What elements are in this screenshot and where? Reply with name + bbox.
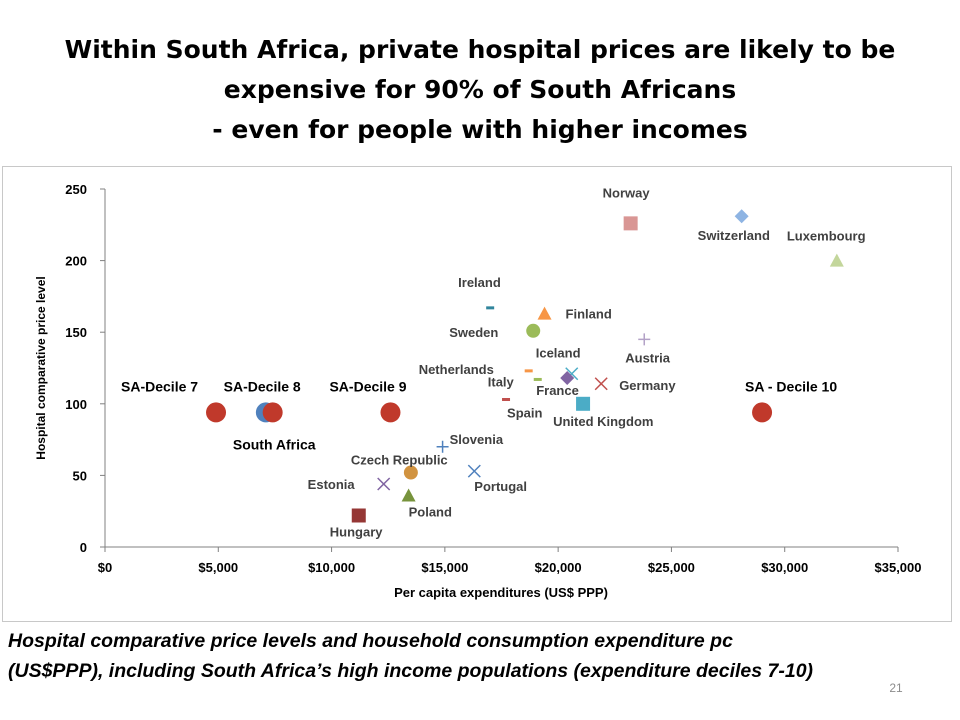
point-hungary	[351, 508, 366, 523]
title-line-1: Within South Africa, private hospital pr…	[64, 35, 896, 64]
point-switzerland	[734, 209, 749, 224]
point-germany-b	[594, 377, 608, 391]
label-poland: Poland	[409, 504, 452, 519]
label-estonia: Estonia	[308, 477, 356, 492]
label-italy: Italy	[488, 374, 515, 389]
slide-title: Within South Africa, private hospital pr…	[0, 30, 960, 150]
label-netherlands: Netherlands	[419, 362, 494, 377]
point-netherlands	[524, 369, 533, 373]
point-ireland	[486, 306, 495, 310]
label-portugal: Portugal	[474, 479, 527, 494]
point-poland	[401, 488, 416, 502]
point-portugal	[467, 464, 481, 478]
y-tick-label: 0	[80, 540, 87, 555]
label-iceland: Iceland	[536, 346, 581, 361]
point-finland	[537, 306, 552, 320]
label-united-kingdom: United Kingdom	[553, 414, 653, 429]
label-finland: Finland	[566, 307, 612, 322]
point-sweden	[526, 323, 541, 338]
point-italy	[533, 377, 542, 381]
x-tick-label: $10,000	[308, 560, 355, 575]
label-sa-decile-10: SA - Decile 10	[745, 378, 837, 394]
label-sa-decile-7: SA-Decile 7	[121, 378, 198, 394]
point-norway	[623, 216, 638, 231]
point-sa-decile-9	[380, 402, 401, 423]
point-portugal-b	[467, 464, 481, 478]
chart-caption: Hospital comparative price levels and ho…	[8, 626, 958, 686]
label-slovenia: Slovenia	[450, 432, 504, 447]
data-points	[206, 209, 844, 523]
y-tick-label: 150	[65, 325, 87, 340]
point-germany	[594, 377, 608, 391]
point-labels: Norway Switzerland Luxembourg Ireland Finlan…	[121, 185, 866, 539]
label-sa-decile-9: SA-Decile 9	[329, 378, 406, 394]
x-tick-label: $5,000	[198, 560, 238, 575]
label-hungary: Hungary	[330, 524, 384, 539]
point-sa-decile-7	[206, 402, 227, 423]
x-tick-label: $0	[98, 560, 112, 575]
y-tick-label: 100	[65, 397, 87, 412]
point-austria	[638, 333, 651, 346]
label-switzerland: Switzerland	[698, 228, 770, 243]
point-estonia	[377, 477, 391, 491]
point-luxembourg	[829, 253, 844, 267]
tick-labels: $0 $5,000 $10,000 $15,000 $20,000 $25,000 $30,…	[65, 182, 921, 575]
label-sa-decile-8: SA-Decile 8	[224, 378, 301, 394]
label-ireland: Ireland	[458, 275, 501, 290]
label-france: France	[536, 383, 579, 398]
label-austria: Austria	[625, 350, 671, 365]
point-czech-republic	[403, 465, 418, 480]
label-south-africa: South Africa	[233, 436, 316, 452]
point-united-kingdom	[576, 396, 591, 411]
x-tick-label: $25,000	[648, 560, 695, 575]
title-line-2: expensive for 90% of South Africans	[223, 75, 737, 104]
chart-frame: $0 $5,000 $10,000 $15,000 $20,000 $25,000 $30,…	[2, 166, 952, 622]
x-tick-label: $30,000	[761, 560, 808, 575]
x-tick-label: $15,000	[421, 560, 468, 575]
label-sweden: Sweden	[449, 325, 498, 340]
label-norway: Norway	[603, 185, 651, 200]
x-tick-label: $20,000	[535, 560, 582, 575]
y-tick-label: 250	[65, 182, 87, 197]
y-tick-label: 50	[73, 468, 87, 483]
label-germany: Germany	[619, 378, 676, 393]
title-line-3: - even for people with higher incomes	[212, 115, 748, 144]
caption-line-2: (US$PPP), including South Africa’s high …	[8, 660, 814, 682]
axes	[104, 189, 898, 548]
point-sa-decile-8	[262, 402, 283, 423]
point-estonia-b	[377, 477, 391, 491]
y-tick-label: 200	[65, 254, 87, 269]
x-axis-title: Per capita expenditures (US$ PPP)	[394, 585, 608, 600]
page-number: 21	[889, 681, 903, 695]
point-france	[560, 371, 575, 386]
point-sa-decile-10	[752, 402, 773, 423]
label-spain: Spain	[507, 406, 542, 421]
y-axis-title: Hospital comparative price level	[34, 276, 48, 459]
point-spain	[502, 398, 511, 402]
label-luxembourg: Luxembourg	[787, 229, 866, 244]
point-slovenia	[436, 440, 449, 453]
x-tick-label: $35,000	[875, 560, 922, 575]
scatter-chart: $0 $5,000 $10,000 $15,000 $20,000 $25,000 $30,…	[34, 182, 922, 600]
label-czech-republic: Czech Republic	[351, 453, 448, 468]
caption-line-1: Hospital comparative price levels and ho…	[8, 630, 733, 652]
